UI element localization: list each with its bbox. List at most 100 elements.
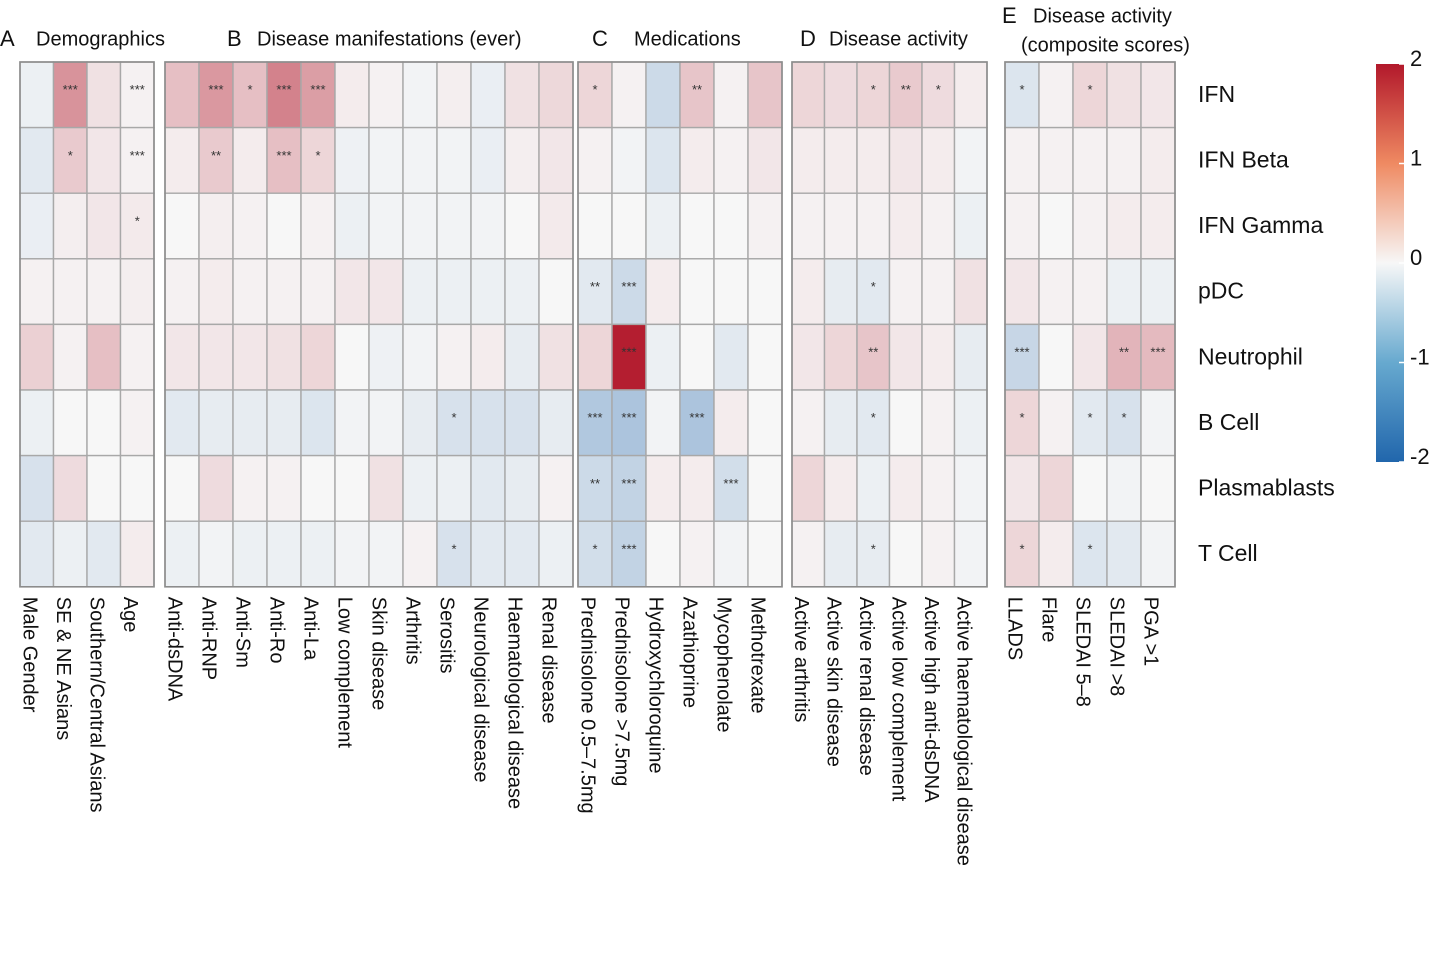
heatmap-cell — [52, 323, 88, 391]
heatmap-cell — [1140, 389, 1176, 457]
heatmap-cell — [504, 520, 540, 588]
heatmap-cell — [368, 126, 404, 194]
heatmap-cell — [1038, 323, 1074, 391]
heatmap-cell — [791, 126, 826, 194]
heatmap-cell — [713, 258, 749, 326]
significance-stars: *** — [208, 82, 223, 97]
heatmap-cell — [86, 126, 122, 194]
column-label: Low complement — [334, 597, 356, 749]
panel-c-title-line: Medications — [634, 28, 741, 50]
panel-d: D Disease activity* ** ******Active arthrit… — [790, 26, 988, 866]
heatmap-cell — [1004, 454, 1040, 522]
heatmap-cell — [1072, 258, 1108, 326]
heatmap-cell — [86, 192, 122, 260]
significance-stars: *** — [587, 410, 602, 425]
heatmap-cell — [538, 454, 574, 522]
heatmap-cell — [1140, 454, 1176, 522]
significance-stars: * — [315, 148, 320, 163]
row-label: pDC — [1198, 278, 1244, 304]
heatmap-cell — [368, 258, 404, 326]
column-label: Anti-La — [300, 597, 322, 661]
heatmap-cell — [504, 454, 540, 522]
significance-stars: * — [1019, 410, 1024, 425]
heatmap-cell — [823, 389, 858, 457]
column-label: LLADS — [1004, 597, 1026, 660]
heatmap-cell — [1004, 192, 1040, 260]
heatmap-cell — [470, 258, 506, 326]
column-label: Prednisolone 0.5–7.5mg — [577, 597, 599, 814]
heatmap-cell — [1140, 126, 1176, 194]
heatmap-cell — [679, 520, 715, 588]
panel-frame — [19, 61, 155, 588]
heatmap-cell — [86, 61, 122, 129]
heatmap-cell — [953, 389, 988, 457]
heatmap-cell — [86, 258, 122, 326]
heatmap-cell — [1038, 126, 1074, 194]
heatmap-cell — [436, 323, 472, 391]
column-label: Southern/Central Asians — [85, 597, 107, 813]
heatmap-cell — [1072, 192, 1108, 260]
heatmap-cell — [1140, 258, 1176, 326]
heatmap-cell — [538, 323, 574, 391]
heatmap-cell — [19, 389, 55, 457]
heatmap-cell — [747, 258, 783, 326]
heatmap-cell — [791, 61, 826, 129]
significance-stars: * — [592, 82, 597, 97]
heatmap-cell — [921, 389, 956, 457]
column-label: Active low complement — [887, 597, 909, 802]
heatmap-cell — [164, 126, 200, 194]
heatmap-cell — [1038, 520, 1074, 588]
panels-layer: A Demographics*** **** ****Male Gender SE & … — [0, 3, 1190, 866]
significance-stars: * — [135, 213, 140, 228]
heatmap-cell — [888, 258, 923, 326]
heatmap-cell — [402, 61, 438, 129]
heatmap-cell — [747, 61, 783, 129]
heatmap-cell — [266, 126, 302, 194]
column-label: Prednisolone >7.5mg — [611, 597, 633, 787]
heatmap-cell — [266, 323, 302, 391]
heatmap-cell — [52, 258, 88, 326]
column-label: Age — [119, 597, 141, 633]
heatmap-cell — [953, 258, 988, 326]
heatmap-cell — [1140, 192, 1176, 260]
significance-stars: *** — [723, 476, 738, 491]
heatmap-cell — [19, 454, 55, 522]
heatmap-cell — [713, 126, 749, 194]
column-label: Flare — [1038, 597, 1060, 643]
significance-stars: * — [247, 82, 252, 97]
column-label: Neurological disease — [470, 597, 492, 783]
significance-stars: *** — [621, 541, 636, 556]
heatmap-cell — [334, 126, 370, 194]
heatmap-cell — [334, 61, 370, 129]
heatmap-cell — [577, 323, 613, 391]
panel-d-letter: D — [800, 26, 816, 51]
heatmap-cell — [921, 520, 956, 588]
panel-frame — [164, 61, 574, 588]
heatmap-cell — [747, 454, 783, 522]
heatmap-cell — [470, 389, 506, 457]
heatmap-cell — [198, 520, 234, 588]
panel-a-letter: A — [0, 26, 15, 51]
heatmap-cell — [577, 61, 613, 129]
heatmap-cell — [368, 323, 404, 391]
heatmap-cell — [368, 192, 404, 260]
heatmap-cell — [198, 61, 234, 129]
column-label: Hydroxychloroquine — [645, 597, 667, 774]
heatmap-cell — [198, 192, 234, 260]
significance-stars: * — [451, 410, 456, 425]
heatmap-cell — [368, 520, 404, 588]
significance-stars: *** — [621, 476, 636, 491]
heatmap-cell — [402, 126, 438, 194]
heatmap-cell — [198, 323, 234, 391]
heatmap-cell — [679, 258, 715, 326]
panel-b-title-line: Disease manifestations (ever) — [257, 28, 522, 50]
heatmap-cell — [19, 126, 55, 194]
significance-stars: *** — [621, 279, 636, 294]
heatmap-cell — [470, 323, 506, 391]
heatmap-cell — [198, 454, 234, 522]
heatmap-cell — [470, 520, 506, 588]
heatmap-cell — [888, 454, 923, 522]
heatmap-cell — [19, 258, 55, 326]
heatmap-cell — [679, 126, 715, 194]
